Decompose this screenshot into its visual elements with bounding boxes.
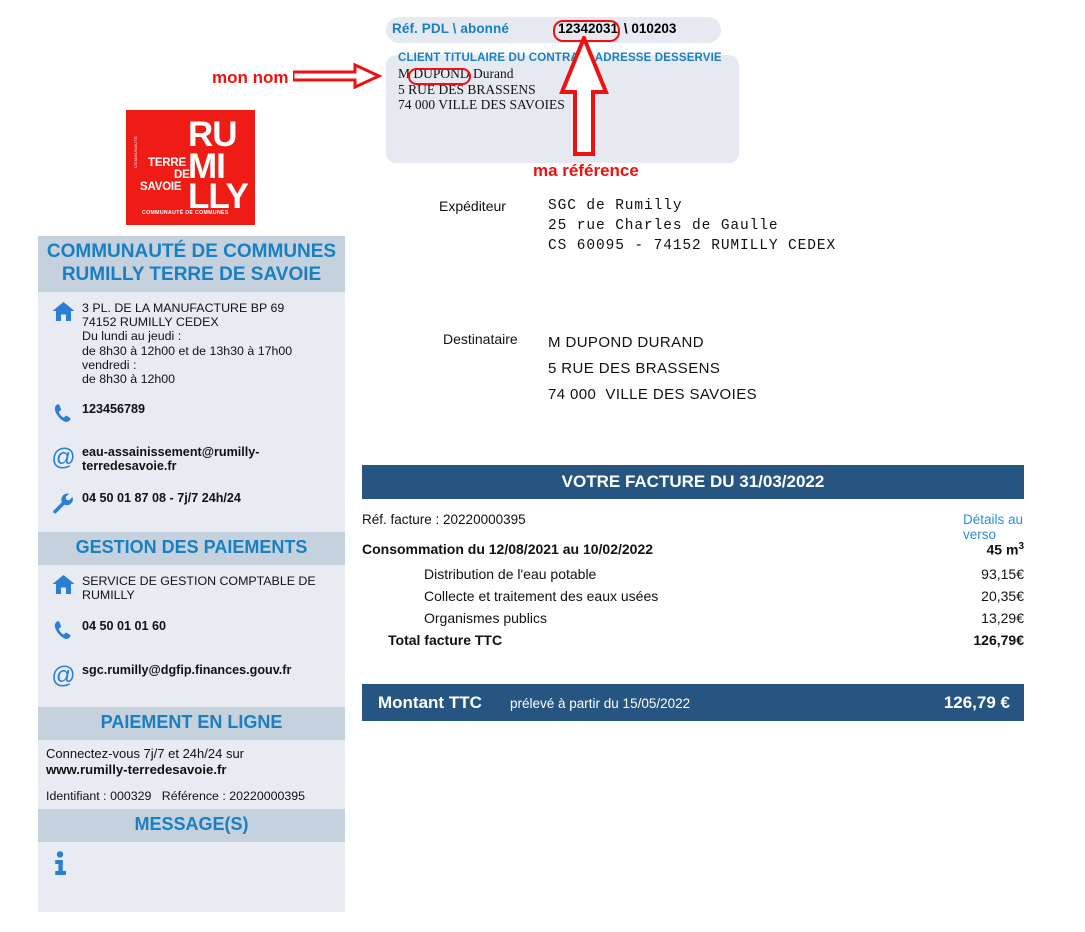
sidebar-emergency-row: 04 50 01 87 08 - 7j/7 24h/24	[38, 477, 345, 532]
pdl-separator: \	[620, 21, 632, 36]
pdl-value-group: 12342031 \ 010203	[556, 21, 676, 36]
invoice-header-text: VOTRE FACTURE DU 31/03/2022	[561, 472, 825, 491]
line-item-label: Organismes publics	[424, 610, 547, 626]
client-firstname: Durand	[469, 66, 514, 81]
wrench-icon	[44, 489, 82, 520]
sidebar-contact-section: 3 PL. DE LA MANUFACTURE BP 69 74152 RUMI…	[38, 292, 345, 532]
amount-due-value: 126,79 €	[943, 693, 1010, 712]
pdl-reference-value: 12342031	[558, 21, 619, 36]
client-address-panel	[386, 55, 739, 163]
amount-due-subtext: prélevé à partir du 15/05/2022	[510, 696, 691, 711]
recipient-label: Destinataire	[443, 331, 518, 347]
consumption-amount: 45 m	[986, 541, 1019, 558]
recipient-address: M DUPOND DURAND 5 RUE DES BRASSENS 74 00…	[548, 334, 757, 403]
line-item-amount: 20,35€	[981, 588, 1024, 604]
identifiant-value: 000329	[110, 788, 152, 803]
invoice-total-label: Total facture TTC	[388, 632, 503, 648]
sidebar-online-text-block: Connectez-vous 7j/7 et 24h/24 sur www.ru…	[38, 740, 345, 780]
client-street: 5 RUE DES BRASSENS	[398, 81, 536, 97]
logo-text-side: COMMUNAUTE	[133, 135, 138, 168]
invoice-verso-link[interactable]: Détails au verso	[963, 512, 1024, 542]
pdl-subscriber-value: 010203	[631, 21, 677, 36]
client-city: 74 000 VILLE DES SAVOIES	[398, 97, 565, 112]
sidebar-payment-phone-row: 04 50 01 01 60	[38, 605, 345, 649]
svg-text:@: @	[51, 445, 75, 470]
logo-text-terre: TERRE	[148, 157, 186, 169]
svg-text:@: @	[51, 663, 75, 688]
reference-label: Référence :	[161, 788, 230, 803]
sidebar-title: COMMUNAUTÉ DE COMMUNES RUMILLY TERRE DE …	[38, 236, 345, 292]
sidebar: COMMUNAUTÉ DE COMMUNES RUMILLY TERRE DE …	[38, 236, 345, 912]
home-icon	[44, 299, 82, 328]
sender-label: Expéditeur	[439, 198, 506, 214]
sidebar-payments-title: GESTION DES PAIEMENTS	[38, 532, 345, 566]
sidebar-email-text[interactable]: eau-assainissement@rumilly-terredesavoie…	[82, 445, 260, 474]
identifiant-label: Identifiant :	[46, 788, 111, 803]
sidebar-email-row: @ eau-assainissement@rumilly-terredesavo…	[38, 432, 345, 477]
logo-text-savoie: SAVOIE	[140, 181, 182, 193]
info-icon	[44, 849, 92, 882]
sidebar-online-website[interactable]: www.rumilly-terredesavoie.fr	[46, 761, 227, 777]
at-icon: @	[44, 443, 82, 475]
rumilly-logo: RU MI LLY TERRE DE SAVOIE COMMUNAUTÉ DE …	[126, 110, 255, 225]
sidebar-phone-text: 123456789	[82, 402, 146, 417]
sender-address: SGC de Rumilly 25 rue Charles de Gaulle …	[548, 198, 837, 254]
phone-icon	[44, 617, 82, 647]
logo-text-mi: MI	[188, 147, 226, 186]
line-item-label: Collecte et traitement des eaux usées	[424, 588, 659, 604]
sidebar-online-section: Connectez-vous 7j/7 et 24h/24 sur www.ru…	[38, 740, 345, 809]
home-icon	[44, 572, 82, 601]
logo-text-ru: RU	[188, 115, 238, 154]
client-title: M	[398, 66, 414, 81]
annotation-label-reference: ma référence	[533, 161, 639, 180]
sidebar-identifiers: Identifiant : 000329 Référence : 2022000…	[38, 780, 345, 809]
amount-due-label: Montant TTC	[378, 693, 482, 712]
annotation-arrow-left-icon	[293, 62, 383, 90]
pdl-label: Réf. PDL \ abonné	[392, 21, 509, 36]
logo-text-lly: LLY	[188, 177, 249, 216]
line-item-amount: 93,15€	[981, 566, 1024, 582]
phone-icon	[44, 400, 82, 430]
invoice-consumption-label: Consommation du 12/08/2021 au 10/02/2022	[362, 541, 654, 557]
sidebar-payment-phone-text: 04 50 01 01 60	[82, 618, 167, 633]
sidebar-messages-section	[38, 842, 345, 932]
sidebar-payment-email-row: @ sgc.rumilly@dgfip.finances.gouv.fr	[38, 649, 345, 707]
invoice-total-amount: 126,79€	[973, 632, 1024, 648]
sidebar-emergency-text: 04 50 01 87 08 - 7j/7 24h/24	[82, 491, 241, 506]
sidebar-messages-title: MESSAGE(S)	[38, 808, 345, 842]
annotation-arrow-up-icon	[559, 36, 609, 156]
sidebar-address-row: 3 PL. DE LA MANUFACTURE BP 69 74152 RUMI…	[38, 292, 345, 388]
sidebar-payments-section: SERVICE DE GESTION COMPTABLE DE RUMILLY …	[38, 565, 345, 706]
logo-text-de: DE	[174, 169, 190, 181]
sidebar-online-text: Connectez-vous 7j/7 et 24h/24 sur	[46, 745, 245, 761]
line-item-label: Distribution de l'eau potable	[424, 566, 597, 582]
annotation-label-name: mon nom	[212, 68, 289, 87]
invoice-consumption-value: 45 m3	[987, 541, 1024, 558]
sidebar-payment-service-text: SERVICE DE GESTION COMPTABLE DE RUMILLY	[82, 574, 316, 603]
invoice-header-banner: VOTRE FACTURE DU 31/03/2022	[362, 465, 1024, 499]
annotation-highlight-name	[408, 68, 471, 85]
sidebar-payment-email-text[interactable]: sgc.rumilly@dgfip.finances.gouv.fr	[82, 662, 292, 677]
sidebar-online-title: PAIEMENT EN LIGNE	[38, 706, 345, 740]
sidebar-message-row	[38, 842, 345, 884]
sidebar-address-text: 3 PL. DE LA MANUFACTURE BP 69 74152 RUMI…	[82, 301, 293, 387]
sidebar-payment-service-row: SERVICE DE GESTION COMPTABLE DE RUMILLY	[38, 565, 345, 604]
contract-title: CLIENT TITULAIRE DU CONTRAT \ ADRESSE DE…	[398, 52, 722, 64]
reference-value: 20220000395	[229, 788, 306, 803]
line-item-amount: 13,29€	[981, 610, 1024, 626]
at-icon: @	[44, 661, 82, 693]
logo-text-communaute: COMMUNAUTÉ DE COMMUNES	[142, 210, 229, 216]
consumption-unit-exponent: 3	[1018, 541, 1024, 552]
amount-due-banner: Montant TTC prélevé à partir du 15/05/20…	[362, 684, 1024, 721]
invoice-reference: Réf. facture : 20220000395	[362, 512, 526, 527]
sidebar-phone-row: 123456789	[38, 388, 345, 432]
